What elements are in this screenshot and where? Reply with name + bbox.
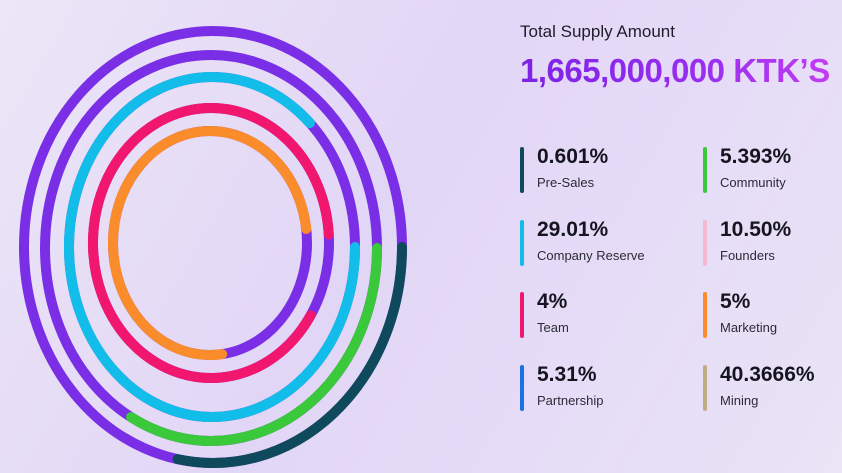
supply-panel: Total Supply Amount 1,665,000,000 KTK’S … [520,0,842,473]
legend-value: 0.601% [537,145,609,168]
supply-ring-chart [19,26,407,468]
legend-value: 5.393% [720,145,792,168]
legend-color-bar [703,365,707,411]
legend-color-bar [703,292,707,338]
legend-value: 29.01% [537,218,609,241]
total-supply-amount: 1,665,000,000 KTK’S [520,52,830,89]
legend-item-company-reserve: 29.01% Company Reserve [520,218,670,268]
ring-segment-team [88,103,334,383]
legend-item-team: 4% Team [520,290,670,340]
legend-item-marketing: 5% Marketing [703,290,842,340]
legend-label: Team [537,320,569,335]
legend-value: 4% [537,290,568,313]
legend-label: Partnership [537,393,604,408]
legend-color-bar [520,292,524,338]
legend-color-bar [520,365,524,411]
legend-label: Community [720,175,786,190]
legend-label: Pre-Sales [537,175,595,190]
legend-value: 40.3666% [720,363,815,386]
legend-color-bar [520,220,524,266]
legend-color-bar [703,147,707,193]
ring-segment-community [126,243,382,446]
legend-label: Founders [720,248,775,263]
legend-item-founders: 10.50% Founders [703,218,842,268]
legend-item-pre-sales: 0.601% Pre-Sales [520,145,670,195]
legend-item-mining: 40.3666% Mining [703,363,842,413]
total-supply-title: Total Supply Amount [520,22,675,41]
legend-value: 10.50% [720,218,792,241]
legend-color-bar [520,147,524,193]
legend-value: 5% [720,290,751,313]
legend-label: Mining [720,393,759,408]
ring-segment-pre-sales [172,242,407,468]
ring-segment-company-reserve [64,72,360,422]
legend-color-bar [703,220,707,266]
legend-label: Company Reserve [537,248,645,263]
legend-value: 5.31% [537,363,597,386]
legend-label: Marketing [720,320,778,335]
ring-segment-marketing [108,126,312,360]
legend-item-community: 5.393% Community [703,145,842,195]
legend-item-partnership: 5.31% Partnership [520,363,670,413]
